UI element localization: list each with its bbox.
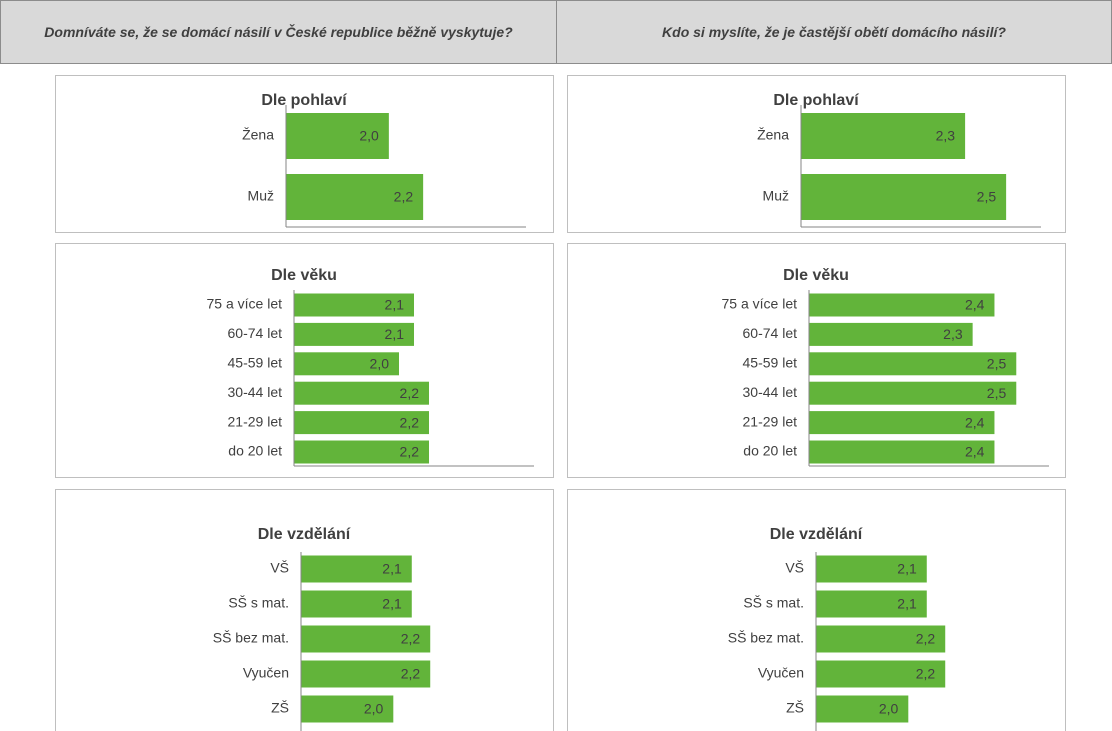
category-label: 75 a více let — [722, 296, 798, 312]
category-label: 21-29 let — [228, 413, 283, 429]
bar — [294, 440, 429, 464]
bar — [809, 322, 973, 346]
bar — [286, 174, 424, 220]
column-header: Kdo si myslíte, že je častější obětí dom… — [556, 0, 1112, 64]
bar — [294, 322, 414, 346]
category-label: VŠ — [270, 560, 289, 576]
category-label: ZŠ — [786, 700, 804, 716]
category-label: 45-59 let — [228, 355, 283, 371]
value-label: 2,0 — [879, 701, 899, 717]
category-label: Žena — [757, 127, 789, 143]
category-label: SŠ bez mat. — [213, 630, 289, 646]
value-label: 2,1 — [382, 596, 402, 612]
category-label: 75 a více let — [207, 296, 283, 312]
value-label: 2,2 — [400, 385, 420, 401]
bar — [294, 411, 429, 435]
value-label: 2,2 — [401, 666, 421, 682]
category-label: do 20 let — [743, 443, 797, 459]
category-label: ZŠ — [271, 700, 289, 716]
value-label: 2,3 — [936, 128, 956, 144]
category-label: Žena — [242, 127, 274, 143]
value-label: 2,0 — [364, 701, 384, 717]
bar — [816, 625, 946, 653]
bar — [301, 555, 412, 583]
bar — [801, 174, 1007, 220]
bar — [816, 695, 909, 723]
bar — [816, 660, 946, 688]
bar — [301, 590, 412, 618]
chart-title: Dle vzdělání — [258, 526, 351, 543]
category-label: SŠ bez mat. — [728, 630, 804, 646]
bar — [301, 695, 394, 723]
chart-title: Dle pohlaví — [773, 92, 859, 109]
category-label: SŠ s mat. — [228, 595, 289, 611]
chart-title: Dle pohlaví — [261, 92, 347, 109]
category-label: 30-44 let — [228, 384, 283, 400]
category-label: VŠ — [785, 560, 804, 576]
bar — [809, 440, 995, 464]
category-label: do 20 let — [228, 443, 282, 459]
category-label: 45-59 let — [743, 355, 798, 371]
bar — [816, 590, 927, 618]
value-label: 2,1 — [385, 297, 405, 313]
bar — [809, 352, 1017, 376]
bar — [294, 352, 399, 376]
value-label: 2,1 — [897, 596, 917, 612]
column-header: Domníváte se, že se domácí násilí v Česk… — [0, 0, 557, 64]
bar — [286, 113, 389, 159]
value-label: 2,1 — [382, 561, 402, 577]
value-label: 2,2 — [401, 631, 421, 647]
bar — [801, 113, 966, 159]
chart-title: Dle věku — [271, 267, 337, 284]
value-label: 2,5 — [977, 189, 997, 205]
value-label: 2,4 — [965, 297, 985, 313]
value-label: 2,2 — [400, 444, 420, 460]
category-label: SŠ s mat. — [743, 595, 804, 611]
value-label: 2,2 — [916, 666, 936, 682]
value-label: 2,4 — [965, 444, 985, 460]
category-label: 60-74 let — [228, 325, 283, 341]
bar — [809, 411, 995, 435]
bar — [301, 625, 431, 653]
chart-title: Dle věku — [783, 267, 849, 284]
value-label: 2,1 — [897, 561, 917, 577]
category-label: Vyučen — [243, 665, 289, 681]
value-label: 2,3 — [943, 326, 963, 342]
value-label: 2,2 — [400, 414, 420, 430]
bar — [809, 293, 995, 317]
value-label: 2,2 — [394, 189, 414, 205]
value-label: 2,4 — [965, 414, 985, 430]
value-label: 2,0 — [370, 356, 390, 372]
category-label: 30-44 let — [743, 384, 798, 400]
value-label: 2,2 — [916, 631, 936, 647]
bar — [809, 381, 1017, 405]
value-label: 2,5 — [987, 356, 1007, 372]
category-label: 21-29 let — [743, 413, 798, 429]
bar — [816, 555, 927, 583]
category-label: Vyučen — [758, 665, 804, 681]
value-label: 2,5 — [987, 385, 1007, 401]
chart-title: Dle vzdělání — [770, 526, 863, 543]
bar — [301, 660, 431, 688]
category-label: 60-74 let — [743, 325, 798, 341]
bar — [294, 381, 429, 405]
category-label: Muž — [248, 188, 274, 204]
value-label: 2,0 — [359, 128, 379, 144]
bar — [294, 293, 414, 317]
value-label: 2,1 — [385, 326, 405, 342]
category-label: Muž — [763, 188, 789, 204]
